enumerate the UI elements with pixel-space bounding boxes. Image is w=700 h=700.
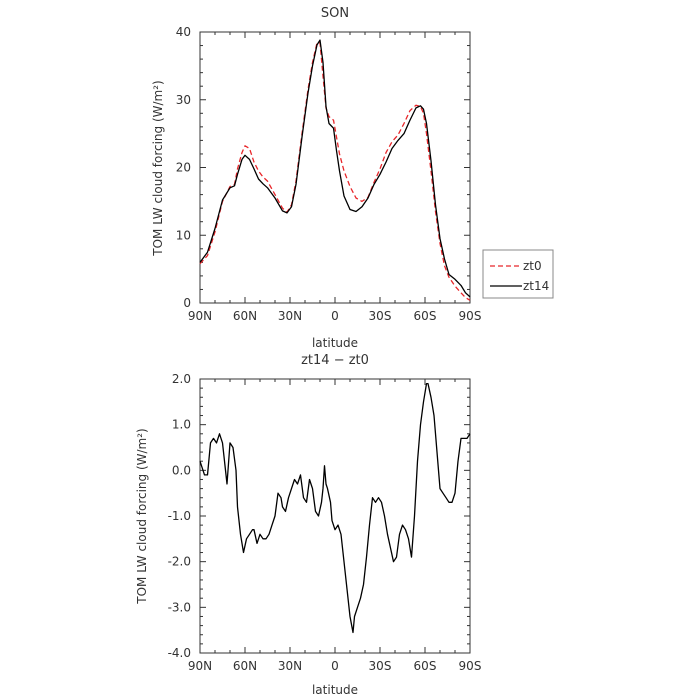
y-tick-label: -3.0	[168, 600, 191, 614]
x-tick-label: 90N	[188, 309, 212, 323]
bottom-chart: zt14 − zt0 90N 60N 30N 0 30S 60S 90S -4.0 -3.0 -2…	[135, 353, 481, 697]
series-line-zt14	[199, 39, 471, 298]
top-chart-title: SON	[321, 6, 349, 21]
x-tick-label: 30S	[369, 309, 392, 323]
y-tick-label: 0.0	[172, 463, 191, 477]
x-tick-label: 60N	[233, 309, 257, 323]
legend-box	[482, 249, 554, 299]
x-tick-label: 30S	[369, 659, 392, 673]
y-tick-label: 30	[176, 93, 191, 107]
bottom-chart-y-axis-label: TOM LW cloud forcing (W/m²)	[135, 428, 149, 605]
top-chart-series	[199, 39, 471, 301]
bottom-chart-title: zt14 − zt0	[301, 353, 369, 368]
x-tick-label: 0	[331, 309, 339, 323]
x-tick-label: 30N	[278, 659, 302, 673]
y-tick-label: 1.0	[172, 418, 191, 432]
x-tick-label: 0	[331, 659, 339, 673]
y-tick-label: 2.0	[172, 372, 191, 386]
y-tick-label: 0	[183, 296, 191, 310]
x-tick-label: 60N	[233, 659, 257, 673]
bottom-chart-ticks: 90N 60N 30N 0 30S 60S 90S -4.0 -3.0 -2.0 -1.0 0.0 1.…	[168, 372, 482, 673]
top-chart-plot-area	[199, 31, 471, 304]
bottom-chart-series	[199, 382, 471, 634]
legend-entry-zt0: zt0	[523, 259, 542, 273]
series-line-zt0	[199, 42, 471, 301]
y-tick-label: 40	[176, 25, 191, 39]
bottom-chart-x-axis-label: latitude	[312, 683, 358, 697]
y-tick-label: -2.0	[168, 555, 191, 569]
series-line-diff-0	[199, 382, 471, 634]
y-tick-label: -4.0	[168, 646, 191, 660]
top-chart-ticks: 90N 60N 30N 0 30S 60S 90S 0 10 20 30 40	[176, 25, 482, 323]
top-chart-legend: zt0 zt14	[482, 249, 554, 299]
bottom-chart-plot-area	[199, 378, 471, 654]
top-chart: SON 90N 60N 30N 0 30S 60S 90S 0 10 20 30 40 latitud…	[151, 6, 554, 350]
y-tick-label: 10	[176, 228, 191, 242]
x-tick-label: 90N	[188, 659, 212, 673]
legend-entry-zt14: zt14	[523, 279, 549, 293]
top-chart-y-axis-label: TOM LW cloud forcing (W/m²)	[151, 80, 165, 257]
x-tick-label: 90S	[459, 309, 482, 323]
x-tick-label: 60S	[414, 659, 437, 673]
y-tick-label: -1.0	[168, 509, 191, 523]
x-tick-label: 60S	[414, 309, 437, 323]
x-tick-label: 30N	[278, 309, 302, 323]
y-tick-label: 20	[176, 161, 191, 175]
x-tick-label: 90S	[459, 659, 482, 673]
top-chart-x-axis-label: latitude	[312, 336, 358, 350]
